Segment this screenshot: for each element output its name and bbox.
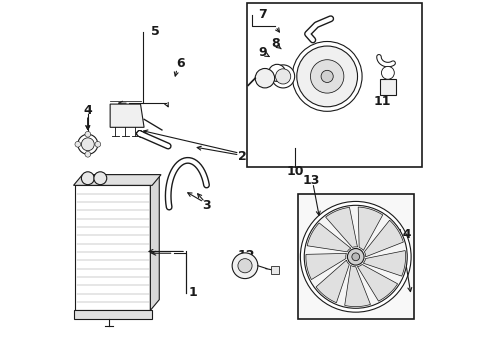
- Polygon shape: [326, 207, 358, 247]
- Text: 8: 8: [271, 37, 280, 50]
- Circle shape: [271, 65, 294, 88]
- Text: 5: 5: [150, 25, 159, 38]
- Text: 10: 10: [286, 165, 304, 178]
- Circle shape: [297, 46, 358, 107]
- Polygon shape: [344, 265, 370, 307]
- Polygon shape: [364, 251, 406, 276]
- Polygon shape: [110, 104, 144, 127]
- Circle shape: [81, 172, 94, 185]
- Polygon shape: [306, 253, 346, 280]
- Polygon shape: [358, 265, 397, 301]
- Text: 3: 3: [202, 198, 211, 212]
- Circle shape: [85, 152, 91, 157]
- Circle shape: [300, 202, 411, 312]
- Circle shape: [95, 141, 100, 147]
- Text: 12: 12: [237, 249, 255, 262]
- Circle shape: [311, 60, 344, 93]
- Circle shape: [75, 141, 81, 147]
- Circle shape: [352, 253, 360, 261]
- Polygon shape: [75, 185, 150, 310]
- Circle shape: [347, 248, 364, 265]
- Text: 9: 9: [259, 46, 267, 59]
- Text: 2: 2: [238, 150, 247, 163]
- Circle shape: [232, 253, 258, 279]
- Bar: [247, 3, 422, 167]
- Circle shape: [94, 172, 107, 185]
- Circle shape: [238, 259, 252, 273]
- Text: 13: 13: [302, 174, 320, 187]
- Polygon shape: [150, 175, 159, 310]
- Circle shape: [381, 66, 394, 79]
- Circle shape: [85, 131, 91, 137]
- Text: 14: 14: [394, 228, 412, 241]
- Bar: [297, 194, 414, 319]
- Polygon shape: [74, 310, 152, 319]
- Text: 4: 4: [83, 104, 92, 117]
- Circle shape: [78, 134, 98, 154]
- Circle shape: [81, 138, 94, 151]
- Bar: [271, 266, 279, 274]
- Circle shape: [321, 70, 333, 82]
- Polygon shape: [365, 220, 403, 257]
- Text: 11: 11: [373, 95, 391, 108]
- Text: 1: 1: [189, 286, 197, 299]
- Circle shape: [269, 64, 286, 81]
- Text: 6: 6: [176, 57, 185, 71]
- Circle shape: [304, 205, 407, 308]
- Bar: [380, 79, 396, 95]
- Polygon shape: [358, 207, 383, 251]
- Text: 7: 7: [258, 8, 267, 21]
- Polygon shape: [75, 175, 159, 185]
- Polygon shape: [74, 175, 161, 185]
- Polygon shape: [316, 260, 349, 303]
- Circle shape: [292, 41, 362, 111]
- Circle shape: [255, 68, 274, 88]
- Polygon shape: [307, 223, 351, 252]
- Circle shape: [275, 69, 291, 84]
